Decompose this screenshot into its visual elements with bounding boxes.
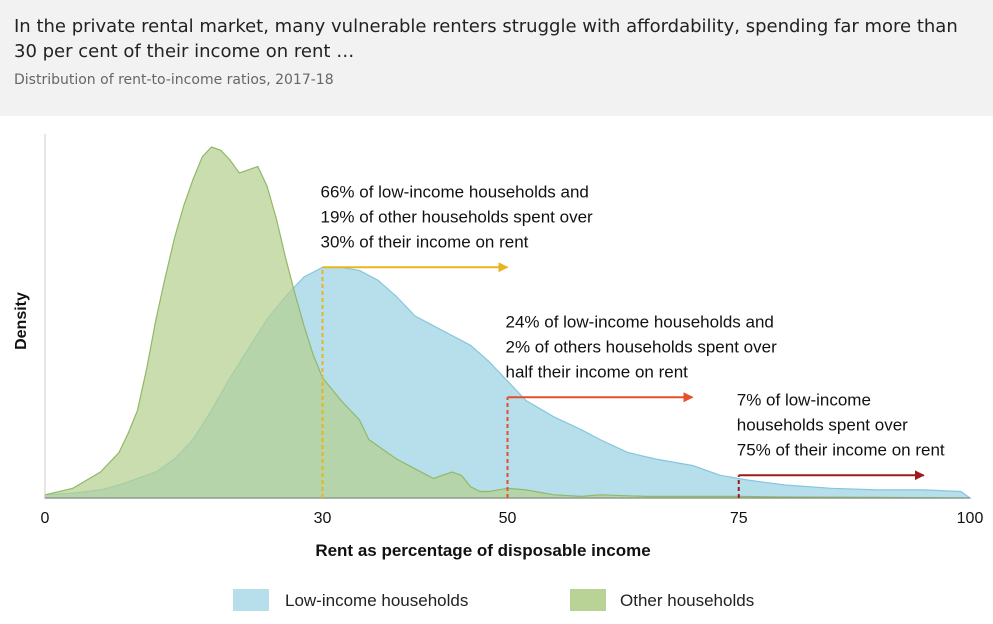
annotation-50-line-2: 2% of others households spent over (506, 337, 778, 356)
legend: Low-income households Other households (233, 589, 754, 611)
x-tick-label-0: 0 (41, 510, 50, 527)
annotation-75-line-3: 75% of their income on rent (737, 440, 945, 459)
x-tick-label-75: 75 (730, 510, 748, 527)
legend-label-other: Other households (620, 591, 754, 610)
legend-label-low-income: Low-income households (285, 591, 468, 610)
x-axis-label: Rent as percentage of disposable income (315, 541, 650, 560)
x-tick-label-50: 50 (499, 510, 517, 527)
annotation-30-line-2: 19% of other households spent over (321, 207, 594, 226)
chart-header: In the private rental market, many vulne… (0, 0, 993, 116)
legend-swatch-low-income (233, 589, 269, 611)
annotation-75-line-2: households spent over (737, 415, 908, 434)
legend-swatch-other (570, 589, 606, 611)
x-tick-label-30: 30 (314, 510, 332, 527)
density-chart: 66% of low-income households and 19% of o… (13, 134, 984, 611)
annotation-75-line-1: 7% of low-income (737, 390, 871, 409)
density-area-other (44, 146, 971, 499)
x-tick-label-100: 100 (957, 510, 984, 527)
chart-title: In the private rental market, many vulne… (14, 16, 958, 62)
y-axis-label: Density (13, 292, 30, 350)
annotation-50-line-3: half their income on rent (506, 362, 689, 381)
annotation-30-line-3: 30% of their income on rent (321, 232, 529, 251)
chart-subtitle: Distribution of rent-to-income ratios, 2… (14, 72, 334, 88)
annotation-30-line-1: 66% of low-income households and (321, 182, 589, 201)
annotation-50-line-1: 24% of low-income households and (506, 312, 774, 331)
